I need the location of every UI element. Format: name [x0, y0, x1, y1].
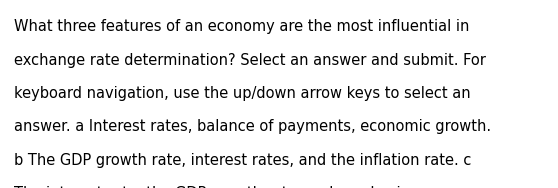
Text: exchange rate determination? Select an answer and submit. For: exchange rate determination? Select an a… — [14, 53, 486, 68]
Text: b The GDP growth rate, interest rates, and the inflation rate. c: b The GDP growth rate, interest rates, a… — [14, 153, 472, 168]
Text: answer. a Interest rates, balance of payments, economic growth.: answer. a Interest rates, balance of pay… — [14, 119, 491, 134]
Text: The interest rate, the GDP growth rate, and purchasing power: The interest rate, the GDP growth rate, … — [14, 186, 469, 188]
Text: keyboard navigation, use the up/down arrow keys to select an: keyboard navigation, use the up/down arr… — [14, 86, 470, 101]
Text: What three features of an economy are the most influential in: What three features of an economy are th… — [14, 19, 469, 34]
